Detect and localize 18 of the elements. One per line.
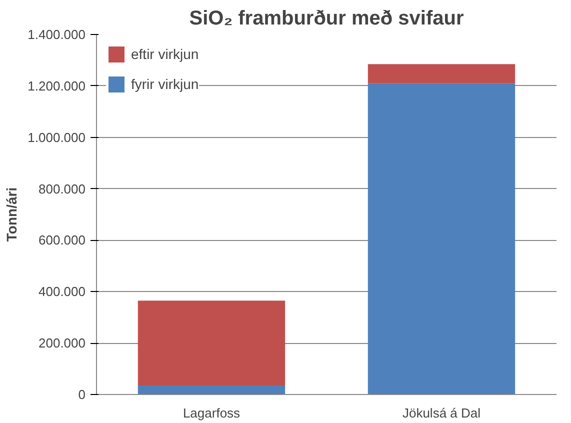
y-tick-label: 1.000.000 [28,130,86,145]
bar [368,64,516,84]
y-tick-label: 800.000 [38,181,86,196]
y-tick-label: 600.000 [38,232,86,248]
bar [368,83,516,394]
y-tick-label: 400.000 [38,284,86,300]
chart-title: SiO₂ framburður með svifaur [189,8,464,30]
x-tick-label: Jökulsá á Dal [402,406,481,420]
bar [138,300,286,386]
y-tick-label: 200.000 [38,336,86,351]
legend-label: fyrir virkjun [131,76,199,92]
legend-label: eftir virkjun [131,46,199,62]
x-tick-label: Lagarfoss [182,406,241,420]
y-tick-label: 1.200.000 [28,78,86,94]
y-tick-label: 1.400.000 [28,27,86,42]
y-axis-title: Tonn/ári [4,187,20,242]
y-tick-label: 0 [78,387,86,402]
bar [138,386,286,394]
